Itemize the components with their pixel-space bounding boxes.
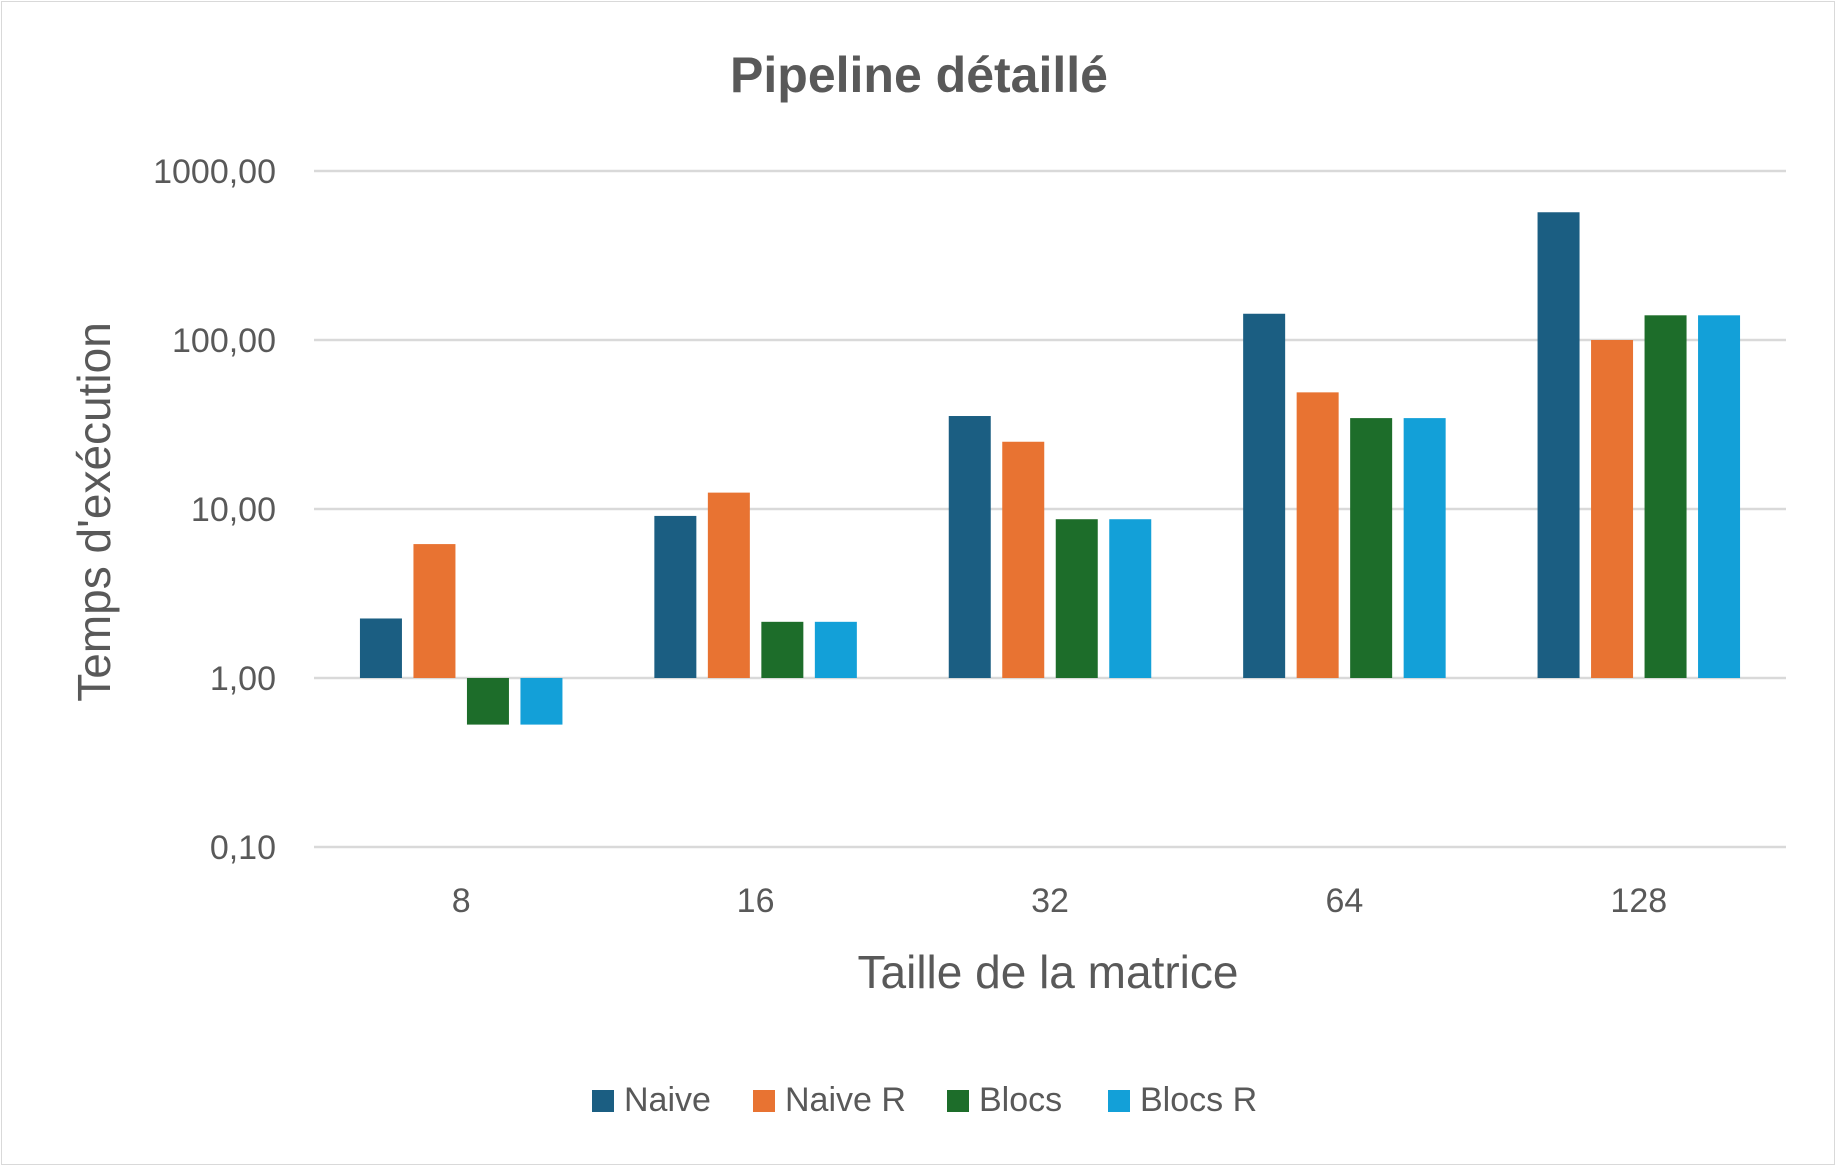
- x-tick-label: 128: [1610, 882, 1667, 920]
- bar-naive-r-16: [707, 492, 750, 678]
- x-tick-label: 64: [1325, 882, 1363, 920]
- x-tick-label: 32: [1031, 882, 1069, 920]
- y-tick-label: 10,00: [191, 491, 276, 529]
- legend-label: Blocs: [979, 1081, 1062, 1119]
- legend-swatch: [1108, 1090, 1130, 1112]
- legend-label: Naive: [624, 1081, 711, 1119]
- legend-label: Blocs R: [1140, 1081, 1257, 1119]
- chart-title: Pipeline détaillé: [730, 47, 1108, 103]
- bar-blocs-r-128: [1698, 315, 1741, 678]
- bar-blocs-r-32: [1109, 519, 1152, 678]
- legend-label: Naive R: [785, 1081, 906, 1119]
- bar-naive-16: [654, 515, 697, 678]
- y-tick-label: 100,00: [172, 322, 276, 360]
- legend-swatch: [592, 1090, 614, 1112]
- y-axis-ticks: 0,10 1,00 10,00 100,00 1000,00: [153, 153, 276, 867]
- bar-blocs-r-64: [1403, 418, 1446, 678]
- bar-blocs-32: [1055, 519, 1098, 678]
- bars: [359, 212, 1741, 725]
- bar-blocs-8: [466, 678, 509, 725]
- legend: Naive Naive R Blocs Blocs R: [592, 1081, 1257, 1119]
- x-tick-label: 16: [737, 882, 775, 920]
- bar-blocs-64: [1350, 418, 1393, 678]
- x-tick-label: 8: [452, 882, 471, 920]
- y-axis-label: Temps d'exécution: [68, 322, 120, 702]
- y-tick-label: 1000,00: [153, 153, 276, 191]
- y-tick-label: 0,10: [210, 829, 276, 867]
- legend-swatch: [753, 1090, 775, 1112]
- x-axis-ticks: 8 16 32 64 128: [452, 882, 1667, 920]
- x-axis-label: Taille de la matrice: [858, 946, 1239, 998]
- bar-naive-r-128: [1591, 340, 1634, 678]
- bar-naive-64: [1243, 313, 1286, 678]
- bar-blocs-16: [761, 621, 804, 678]
- bar-naive-32: [948, 416, 991, 678]
- bar-naive-r-64: [1296, 392, 1339, 678]
- legend-swatch: [947, 1090, 969, 1112]
- bar-naive-r-32: [1002, 441, 1045, 678]
- bar-blocs-128: [1644, 315, 1687, 678]
- bar-naive-8: [359, 618, 402, 678]
- bar-blocs-r-8: [520, 678, 563, 725]
- bar-naive-r-8: [413, 544, 456, 678]
- bar-naive-128: [1537, 212, 1580, 679]
- y-tick-label: 1,00: [210, 660, 276, 698]
- bar-blocs-r-16: [814, 621, 857, 678]
